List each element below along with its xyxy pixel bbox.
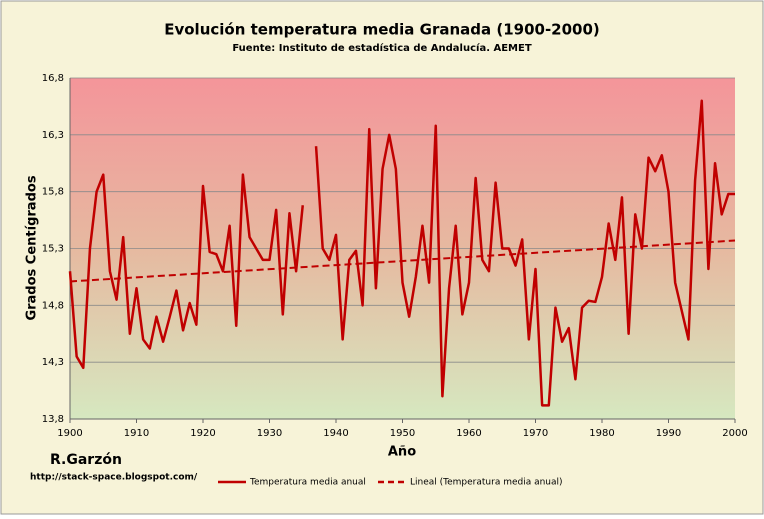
y-tick-label: 15,3 — [42, 244, 64, 255]
author: R.Garzón — [50, 452, 122, 468]
url: http://stack-space.blogspot.com/ — [30, 473, 198, 483]
y-tick-label: 16,8 — [42, 73, 64, 84]
y-tick-label: 15,8 — [42, 187, 64, 198]
x-axis-label: Año — [388, 445, 416, 460]
y-tick-label: 14,3 — [42, 357, 64, 368]
x-tick-label: 1900 — [57, 428, 82, 439]
legend-label: Temperatura media anual — [249, 478, 366, 488]
y-tick-label: 16,3 — [42, 130, 64, 141]
x-tick-label: 1950 — [390, 428, 415, 439]
trend-line — [69, 239, 736, 283]
x-tick-label: 1960 — [456, 428, 481, 439]
data-line — [68, 99, 735, 407]
chart-title: Evolución temperatura media Granada (190… — [164, 21, 600, 39]
x-tick-label: 1980 — [589, 428, 614, 439]
chart-subtitle: Fuente: Instituto de estadística de Anda… — [232, 42, 531, 54]
x-tick-label: 1930 — [257, 428, 282, 439]
x-tick-label: 1910 — [124, 428, 149, 439]
y-tick-label: 14,8 — [42, 300, 64, 311]
x-tick-label: 1940 — [323, 428, 348, 439]
x-tick-label: 1970 — [523, 428, 548, 439]
legend-label: Lineal (Temperatura media anual) — [410, 478, 563, 488]
x-tick-label: 2000 — [722, 428, 747, 439]
x-tick-label: 1990 — [656, 428, 681, 439]
x-tick-label: 1920 — [190, 428, 215, 439]
y-tick-label: 13,8 — [42, 414, 64, 425]
y-axis-label: Grados Centígrados — [25, 175, 40, 320]
